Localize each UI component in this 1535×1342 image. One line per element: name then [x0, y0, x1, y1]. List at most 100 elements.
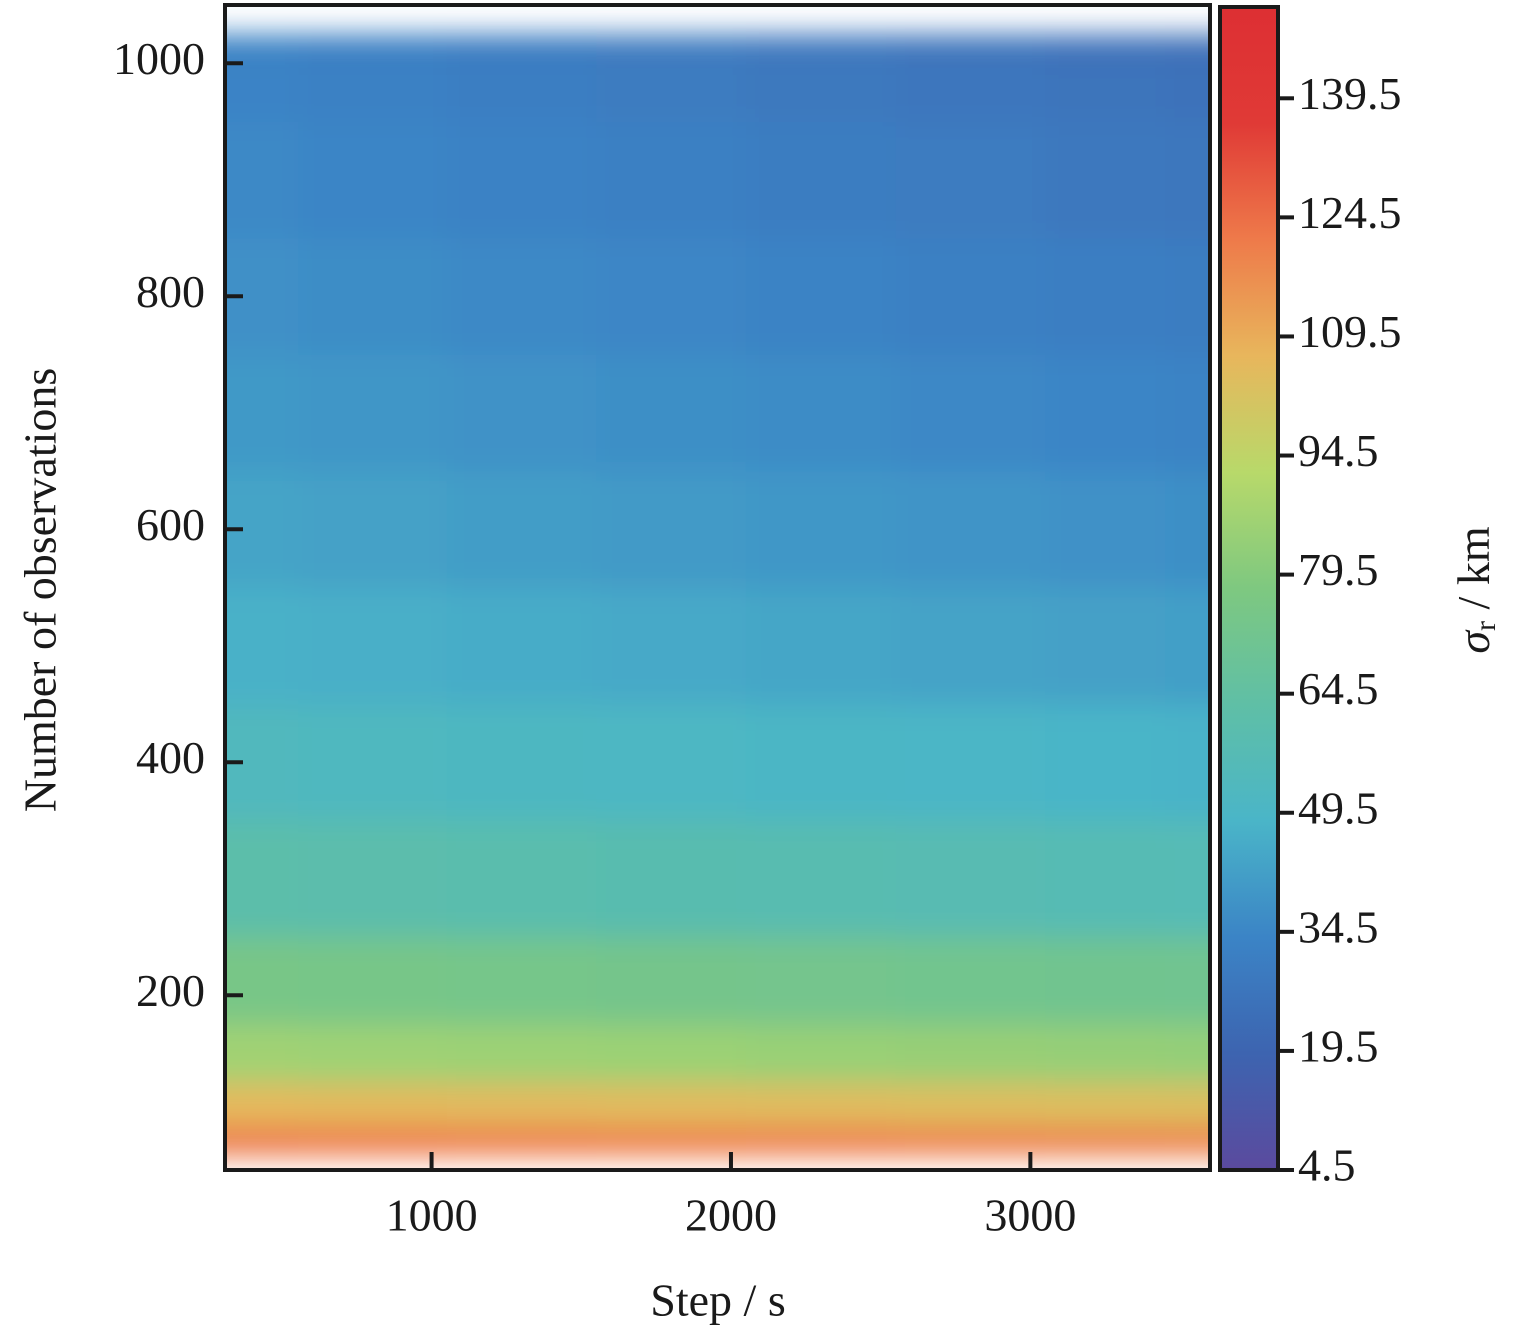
heat-cell — [446, 587, 597, 705]
y-tick-label: 200 — [136, 965, 205, 1016]
plot-frame — [223, 3, 1212, 1172]
colorbar-tick-label: 19.5 — [1298, 1020, 1379, 1071]
heat-cell — [745, 820, 897, 938]
heat-cell — [298, 1126, 448, 1156]
colorbar-label: σr / km — [1448, 526, 1502, 653]
heat-cell — [596, 704, 747, 821]
heat-cell — [225, 1024, 299, 1084]
heat-cell — [895, 937, 1046, 1025]
heat-cell — [895, 704, 1046, 821]
heat-cell — [596, 587, 747, 705]
heat-cell — [745, 704, 897, 821]
colorbar — [1218, 5, 1280, 1172]
heat-cell — [895, 1126, 1046, 1156]
heat-cell — [596, 34, 747, 66]
heat-cell — [1045, 1126, 1166, 1156]
heat-cell — [745, 121, 897, 239]
heat-cell — [298, 820, 448, 938]
colorbar-symbol: σ — [1448, 629, 1499, 654]
heat-cell — [225, 34, 299, 66]
colorbar-tick-label: 4.5 — [1298, 1140, 1356, 1191]
heat-cell — [1165, 238, 1210, 355]
heat-cell — [446, 121, 597, 239]
heat-cell — [895, 1082, 1046, 1127]
heat-cell — [596, 354, 747, 472]
heat-cell — [1165, 587, 1210, 705]
heat-cell — [596, 1126, 747, 1156]
heat-cell — [446, 34, 597, 66]
heat-cell — [745, 1024, 897, 1084]
heat-cell — [446, 1024, 597, 1084]
heat-cell — [446, 238, 597, 355]
heat-cell — [446, 1126, 597, 1156]
heat-cell — [1045, 820, 1166, 938]
heat-cell — [298, 238, 448, 355]
heat-cell — [1165, 820, 1210, 938]
heat-cell — [298, 1082, 448, 1127]
heat-cell — [1045, 1024, 1166, 1084]
heat-cell — [596, 1082, 747, 1127]
y-tick-label: 1000 — [113, 33, 205, 84]
heat-cell — [745, 471, 897, 588]
heat-cell — [1045, 34, 1166, 66]
heat-cell — [1045, 471, 1166, 588]
colorbar-tick-label: 124.5 — [1298, 187, 1402, 238]
heat-cell — [1165, 1024, 1210, 1084]
heat-cell — [745, 937, 897, 1025]
heat-cell — [225, 820, 299, 938]
heat-cell — [745, 34, 897, 66]
colorbar-tick-label: 94.5 — [1298, 425, 1379, 476]
heatmap-cells — [225, 34, 1210, 1156]
heat-cell — [225, 1126, 299, 1156]
x-tick-label: 1000 — [386, 1190, 478, 1241]
heat-cell — [1165, 704, 1210, 821]
heat-cell — [298, 471, 448, 588]
heat-cell — [298, 587, 448, 705]
heat-cell — [446, 471, 597, 588]
heat-cell — [1045, 121, 1166, 239]
colorbar-tick-label: 139.5 — [1298, 68, 1402, 119]
heat-cell — [895, 471, 1046, 588]
heat-cell — [895, 820, 1046, 938]
heat-cell — [1045, 238, 1166, 355]
y-axis-label: Number of observations — [15, 368, 66, 813]
colorbar-tick-label: 79.5 — [1298, 544, 1379, 595]
heat-cell — [745, 1082, 897, 1127]
heat-cell — [1165, 1126, 1210, 1156]
heat-cell — [298, 704, 448, 821]
y-tick-label: 600 — [136, 499, 205, 550]
colorbar-tick-label: 34.5 — [1298, 901, 1379, 952]
colorbar-subscript: r — [1469, 621, 1502, 631]
heat-cell — [225, 937, 299, 1025]
colorbar-unit: / km — [1448, 526, 1499, 621]
heat-cell — [1045, 1082, 1166, 1127]
heat-cell — [298, 1024, 448, 1084]
heat-cell — [1045, 937, 1166, 1025]
heat-cell — [596, 820, 747, 938]
x-tick-label: 2000 — [685, 1190, 777, 1241]
heat-cell — [745, 587, 897, 705]
x-tick-label: 3000 — [984, 1190, 1076, 1241]
heat-cell — [1165, 937, 1210, 1025]
heat-cell — [446, 354, 597, 472]
heat-cell — [298, 121, 448, 239]
heat-cell — [225, 121, 299, 239]
heat-cell — [446, 937, 597, 1025]
heat-cell — [745, 354, 897, 472]
x-axis-label: Step / s — [650, 1275, 785, 1326]
colorbar-tick-label: 64.5 — [1298, 663, 1379, 714]
heat-cell — [298, 354, 448, 472]
heat-cell — [895, 354, 1046, 472]
heat-cell — [1045, 704, 1166, 821]
heat-cell — [596, 121, 747, 239]
heat-cell — [895, 587, 1046, 705]
heat-cell — [1165, 471, 1210, 588]
heat-cell — [298, 937, 448, 1025]
heat-cell — [225, 1082, 299, 1127]
heat-cell — [1165, 1082, 1210, 1127]
colorbar-tick-label: 109.5 — [1298, 306, 1402, 357]
heat-cell — [446, 704, 597, 821]
heat-cell — [446, 820, 597, 938]
heat-cell — [1165, 121, 1210, 239]
